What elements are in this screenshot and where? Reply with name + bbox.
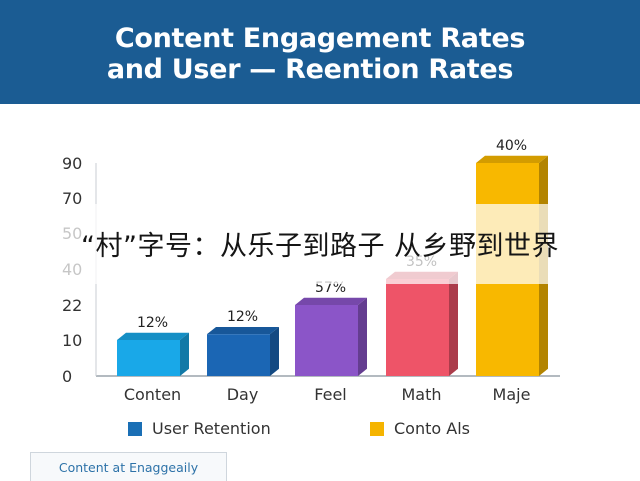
legend-swatch-user-retention [128,421,142,436]
footer-label: Content at Enaggeaily [58,459,199,475]
bar-top-day [207,326,279,335]
x-tick-label: Day [227,385,259,404]
bar-chart: 010224050709012%Conten12%Day57%Feel35%Ma… [62,138,560,404]
y-tick-label: 70 [62,189,82,208]
bar-top-maje [476,155,548,163]
legend-swatch-conto-als [370,421,384,436]
legend-label-user-retention: User Retention [152,419,271,438]
data-label: 12% [137,315,168,331]
legend-item-conto-als: Conto Als [370,419,470,438]
bar-top-feel [295,297,367,305]
overlay-band [0,204,640,284]
bar-side-math [449,271,458,376]
bar-math [386,279,449,376]
footer-tab[interactable]: Content at Enaggeaily [30,452,227,481]
overlay-caption: “村”字号：从乐子到路子 从乡野到世界 [80,230,560,262]
y-tick-label: 0 [62,367,72,386]
legend-item-user-retention: User Retention [128,419,271,438]
bar-conten [117,340,180,376]
data-label: 57% [315,280,346,296]
bar-day [207,334,270,376]
x-tick-label: Feel [314,385,346,404]
bar-top-conten [117,332,189,340]
x-tick-label: Conten [124,385,181,404]
bar-feel [295,305,358,376]
y-tick-label: 90 [62,154,82,173]
data-label: 40% [496,138,527,154]
chart-title-line-1: Content Engagement Rates [114,23,526,54]
y-tick-label: 22 [62,296,82,315]
legend-label-conto-als: Conto Als [394,419,470,438]
x-tick-label: Maje [493,385,531,404]
chart-header: Content Engagement Rates and User — Reen… [0,0,640,104]
x-tick-label: Math [401,385,441,404]
bar-side-conten [180,332,189,376]
chart-title-line-2: and User — Reention Rates [106,54,514,85]
data-label: 12% [227,309,258,325]
y-tick-label: 10 [62,331,82,350]
bar-side-feel [358,297,367,376]
bar-side-day [270,326,279,376]
